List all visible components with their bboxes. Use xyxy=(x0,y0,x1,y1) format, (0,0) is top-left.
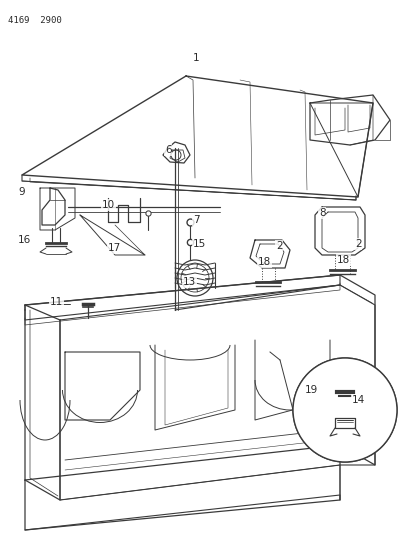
Text: 14: 14 xyxy=(352,395,365,405)
Text: 18: 18 xyxy=(337,255,350,265)
Text: 6: 6 xyxy=(165,145,172,155)
Text: 17: 17 xyxy=(108,243,121,253)
Text: 18: 18 xyxy=(258,257,271,267)
Text: 16: 16 xyxy=(18,235,31,245)
Text: 2: 2 xyxy=(276,241,283,251)
Text: 7: 7 xyxy=(193,215,200,225)
Circle shape xyxy=(293,358,397,462)
Text: 8: 8 xyxy=(319,208,326,218)
Text: 13: 13 xyxy=(183,277,196,287)
Text: 19: 19 xyxy=(305,385,318,395)
Text: 4169  2900: 4169 2900 xyxy=(8,16,62,25)
Text: 15: 15 xyxy=(193,239,206,249)
Text: 2: 2 xyxy=(355,239,361,249)
Text: 1: 1 xyxy=(193,53,200,63)
Text: 11: 11 xyxy=(50,297,63,307)
Text: 10: 10 xyxy=(102,200,115,210)
Text: 9: 9 xyxy=(18,187,24,197)
